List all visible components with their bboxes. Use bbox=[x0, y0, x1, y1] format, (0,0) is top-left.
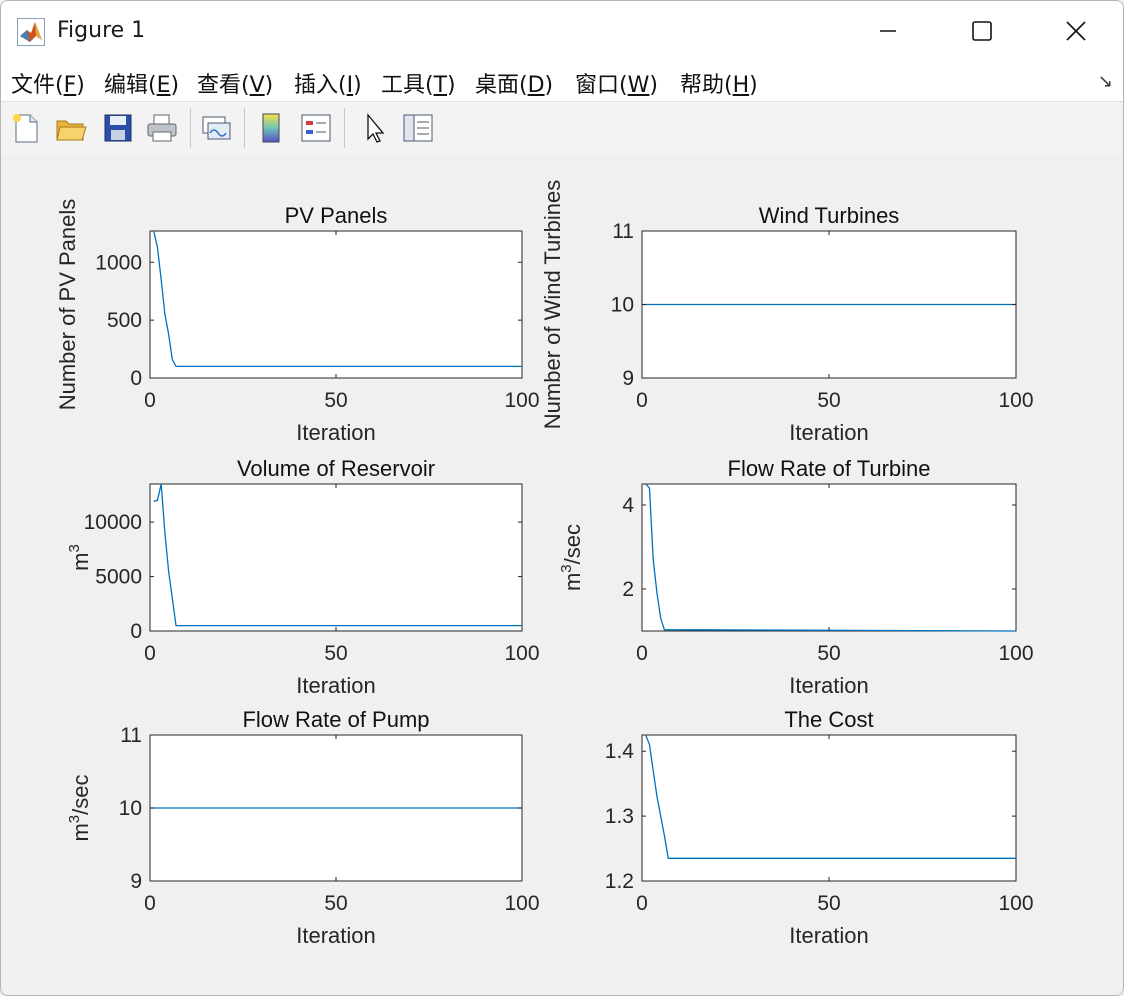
y-tick-label: 9 bbox=[622, 367, 634, 390]
x-axis-label: Iteration bbox=[789, 420, 869, 445]
y-tick-label: 1.2 bbox=[605, 870, 634, 893]
menu-help[interactable]: 帮助(H) bbox=[680, 73, 758, 98]
y-axis-label: m3/sec bbox=[66, 774, 93, 841]
menu-window[interactable]: 窗口(W) bbox=[575, 73, 658, 98]
figure-canvas: 0 50 100 0 500 1000 PV Panels Iteration Number o… bbox=[1, 154, 1123, 995]
x-tick-label: 0 bbox=[144, 389, 156, 412]
subplot-title: PV Panels bbox=[285, 203, 388, 228]
y-tick-label: 11 bbox=[612, 220, 634, 243]
y-tick-label: 1.3 bbox=[605, 805, 634, 828]
x-tick-label: 50 bbox=[817, 642, 840, 665]
new-figure-icon[interactable] bbox=[9, 110, 43, 146]
y-axis-label: m3 bbox=[66, 544, 93, 571]
x-tick-label: 100 bbox=[998, 642, 1033, 665]
y-tick-label: 9 bbox=[130, 870, 142, 893]
series-line bbox=[153, 483, 522, 627]
menu-bar: 文件(F) 编辑(E) 查看(V) 插入(I) 工具(T) 桌面(D) 窗口(W… bbox=[1, 61, 1123, 101]
y-axis-label: Number of Wind Turbines bbox=[540, 180, 565, 429]
y-tick-label: 0 bbox=[130, 620, 142, 643]
title-bar: Figure 1 bbox=[1, 1, 1123, 61]
open-file-icon[interactable] bbox=[54, 110, 88, 146]
minimize-button[interactable] bbox=[865, 11, 911, 51]
menu-edit[interactable]: 编辑(E) bbox=[104, 73, 180, 98]
x-axis-label: Iteration bbox=[789, 673, 869, 698]
x-tick-label: 100 bbox=[998, 892, 1033, 915]
colorbar-icon[interactable] bbox=[254, 110, 288, 146]
maximize-button[interactable] bbox=[959, 11, 1005, 51]
x-axis-label: Iteration bbox=[789, 923, 869, 948]
x-tick-label: 0 bbox=[144, 642, 156, 665]
toolbar-separator bbox=[344, 108, 345, 148]
y-tick-label: 4 bbox=[622, 494, 634, 517]
matlab-logo-icon bbox=[17, 18, 45, 46]
menu-file[interactable]: 文件(F) bbox=[11, 73, 85, 98]
menu-view[interactable]: 查看(V) bbox=[197, 73, 274, 98]
series-line bbox=[153, 230, 522, 368]
y-tick-label: 11 bbox=[120, 724, 142, 747]
x-tick-label: 0 bbox=[636, 892, 648, 915]
y-tick-label: 1000 bbox=[95, 251, 142, 274]
plot-area bbox=[641, 734, 1017, 882]
y-tick-label: 0 bbox=[130, 367, 142, 390]
x-tick-label: 50 bbox=[324, 389, 347, 412]
x-tick-label: 50 bbox=[817, 389, 840, 412]
y-tick-label: 1.4 bbox=[605, 740, 635, 763]
subplot-title: The Cost bbox=[784, 707, 873, 732]
series-line bbox=[645, 734, 1016, 859]
pointer-icon[interactable] bbox=[357, 110, 391, 146]
y-tick-label: 5000 bbox=[95, 566, 142, 589]
x-tick-label: 0 bbox=[144, 892, 156, 915]
plot-area bbox=[149, 230, 523, 379]
toolbar-separator bbox=[190, 108, 191, 148]
toolbar-separator bbox=[244, 108, 245, 148]
subplot-title: Wind Turbines bbox=[759, 203, 900, 228]
x-tick-label: 0 bbox=[636, 389, 648, 412]
x-axis-label: Iteration bbox=[296, 420, 376, 445]
x-tick-label: 50 bbox=[817, 892, 840, 915]
dock-arrow-icon[interactable]: ↘ bbox=[1097, 71, 1113, 92]
y-tick-label: 10 bbox=[119, 797, 142, 820]
link-plot-icon[interactable] bbox=[199, 110, 233, 146]
x-tick-label: 100 bbox=[504, 389, 539, 412]
menu-tools[interactable]: 工具(T) bbox=[381, 73, 456, 98]
save-icon[interactable] bbox=[101, 110, 135, 146]
x-axis-label: Iteration bbox=[296, 673, 376, 698]
print-icon[interactable] bbox=[145, 110, 179, 146]
y-axis-label: Number of PV Panels bbox=[55, 199, 80, 411]
close-button[interactable] bbox=[1053, 11, 1099, 51]
x-tick-label: 100 bbox=[998, 389, 1033, 412]
plot-area bbox=[641, 483, 1017, 632]
subplot-title: Flow Rate of Turbine bbox=[728, 456, 931, 481]
legend-icon[interactable] bbox=[299, 110, 333, 146]
x-tick-label: 100 bbox=[504, 892, 539, 915]
plot-area bbox=[149, 483, 523, 632]
window-title: Figure 1 bbox=[57, 18, 146, 43]
property-inspector-icon[interactable] bbox=[401, 110, 435, 146]
y-tick-label: 10 bbox=[611, 294, 634, 317]
subplot-title: Flow Rate of Pump bbox=[242, 707, 429, 732]
menu-desktop[interactable]: 桌面(D) bbox=[475, 73, 554, 98]
x-tick-label: 50 bbox=[324, 642, 347, 665]
y-tick-label: 500 bbox=[107, 309, 142, 332]
series-line bbox=[645, 483, 1017, 632]
figure-toolbar bbox=[1, 101, 1123, 155]
x-tick-label: 0 bbox=[636, 642, 648, 665]
y-axis-label: m3/sec bbox=[558, 524, 585, 591]
x-axis-label: Iteration bbox=[296, 923, 376, 948]
y-tick-label: 2 bbox=[622, 578, 634, 601]
y-tick-label: 10000 bbox=[84, 511, 142, 534]
subplot-title: Volume of Reservoir bbox=[237, 456, 435, 481]
x-tick-label: 100 bbox=[504, 642, 539, 665]
x-tick-label: 50 bbox=[324, 892, 347, 915]
menu-insert[interactable]: 插入(I) bbox=[294, 73, 362, 98]
